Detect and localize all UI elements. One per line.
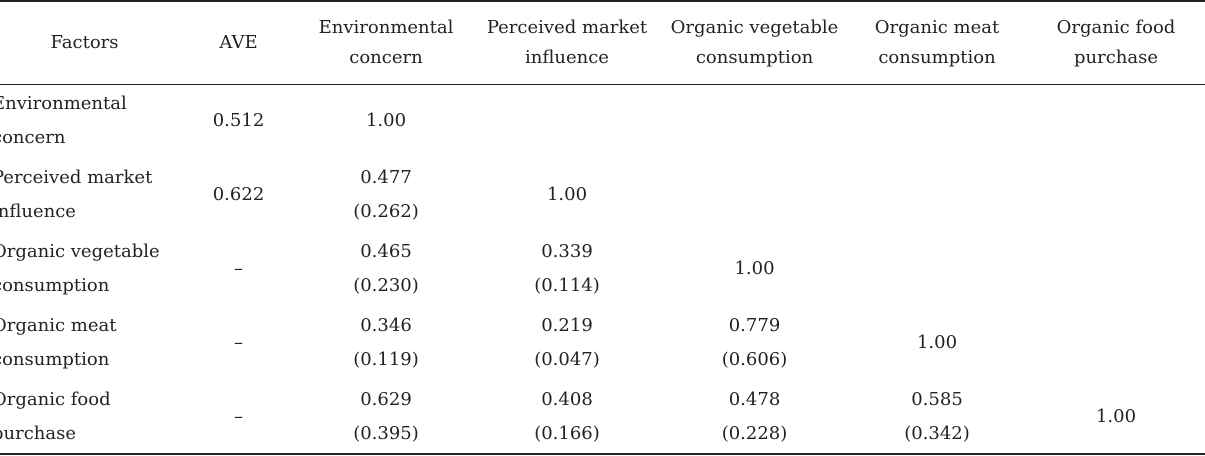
- correlation-value: 0.629: [360, 388, 412, 410]
- squared-correlation-value: (0.262): [353, 201, 419, 222]
- row-label: Organic vegetable consumption: [0, 232, 177, 306]
- correlation-cell: 0.629 (0.395): [300, 380, 472, 455]
- ave-value: 0.622: [212, 184, 265, 205]
- row-label-line: Environmental: [0, 93, 127, 115]
- squared-correlation-value: (0.395): [353, 422, 419, 444]
- row-label-line: Organic food: [0, 388, 111, 410]
- correlation-cell: 0.478 (0.228): [662, 380, 847, 455]
- row-label-line: Organic vegetable: [0, 241, 160, 262]
- correlation-cell: [1027, 158, 1205, 232]
- header-organic-meat-consumption: Organic meat consumption: [847, 0, 1027, 85]
- squared-correlation-value: (0.166): [534, 422, 600, 444]
- correlation-cell: 0.465 (0.230): [300, 232, 472, 306]
- correlation-cell: 1.00: [300, 84, 472, 158]
- header-organic-vegetable-consumption: Organic vegetable consumption: [662, 0, 847, 85]
- correlation-cell: 0.219 (0.047): [472, 306, 662, 380]
- correlation-value: 0.585: [911, 388, 963, 410]
- correlation-cell: 0.779 (0.606): [662, 306, 847, 380]
- row-label: Organic food purchase: [0, 380, 177, 455]
- correlation-value: 1.00: [1095, 405, 1137, 427]
- header-ave: AVE: [177, 0, 300, 85]
- header-line: influence: [525, 46, 609, 68]
- row-label-line: consumption: [0, 275, 110, 296]
- header-perceived-market-influence: Perceived market influence: [472, 0, 662, 85]
- squared-correlation-value: (0.114): [534, 275, 600, 296]
- header-line: Perceived market: [486, 16, 648, 38]
- correlation-value: 1.00: [734, 258, 775, 279]
- table-row-organic-vegetable-consumption: Organic vegetable consumption – 0.465 (0.230…: [0, 232, 1205, 306]
- header-line: Environmental: [318, 16, 454, 38]
- correlation-cell: 0.339 (0.114): [472, 232, 662, 306]
- correlation-value: 0.346: [360, 315, 412, 336]
- correlation-cell: 1.00: [662, 232, 847, 306]
- header-line: Organic vegetable: [670, 16, 839, 38]
- correlation-value: 1.00: [365, 110, 407, 132]
- row-label-line: Organic meat: [0, 315, 117, 336]
- correlation-value: 0.478: [728, 388, 781, 410]
- correlation-cell: [662, 158, 847, 232]
- table-row-organic-food-purchase: Organic food purchase – 0.629 (0.395) 0.408 (0…: [0, 380, 1205, 455]
- correlation-value: 0.408: [541, 388, 593, 410]
- table-row-environmental-concern: Environmental concern 0.512 1.00: [0, 84, 1205, 158]
- row-label-line: concern: [0, 127, 66, 149]
- correlation-value: 0.477: [360, 167, 412, 188]
- correlation-value: 0.219: [541, 315, 593, 336]
- table-row-organic-meat-consumption: Organic meat consumption – 0.346 (0.119) 0.21…: [0, 306, 1205, 380]
- row-label: Perceived market influence: [0, 158, 177, 232]
- correlation-cell: [847, 84, 1027, 158]
- row-label-line: consumption: [0, 349, 110, 370]
- ave-value: –: [234, 258, 243, 279]
- row-label: Environmental concern: [0, 84, 177, 158]
- correlation-value: 0.779: [728, 315, 781, 336]
- correlation-value: 1.00: [916, 332, 958, 353]
- row-label-line: purchase: [0, 422, 77, 444]
- squared-correlation-value: (0.606): [721, 349, 788, 370]
- correlation-cell: [1027, 306, 1205, 380]
- ave-value: –: [234, 332, 243, 353]
- correlation-cell: 1.00: [847, 306, 1027, 380]
- header-row: Factors AVE Environmental concern Percei…: [0, 0, 1205, 85]
- correlation-value: 0.339: [541, 241, 593, 262]
- header-line: purchase: [1073, 46, 1158, 68]
- squared-correlation-value: (0.119): [353, 349, 419, 370]
- correlation-value: 1.00: [546, 184, 588, 205]
- header-line: consumption: [878, 46, 996, 68]
- correlation-cell: 0.346 (0.119): [300, 306, 472, 380]
- correlation-cell: 1.00: [472, 158, 662, 232]
- ave-value: –: [177, 380, 300, 455]
- squared-correlation-value: (0.230): [353, 275, 419, 296]
- correlation-cell: [847, 232, 1027, 306]
- header-line: Organic meat: [874, 16, 1000, 38]
- header-organic-food-purchase: Organic food purchase: [1027, 0, 1205, 85]
- header-line: consumption: [695, 46, 814, 68]
- correlation-cell: [472, 84, 662, 158]
- ave-value: 0.512: [212, 110, 265, 132]
- row-label: Organic meat consumption: [0, 306, 177, 380]
- correlation-cell: 0.585 (0.342): [847, 380, 1027, 455]
- correlation-cell: [847, 158, 1027, 232]
- squared-correlation-value: (0.342): [904, 422, 970, 444]
- header-line: Organic food: [1056, 16, 1176, 38]
- correlation-cell: 1.00: [1027, 380, 1205, 455]
- correlation-value: 0.465: [360, 241, 412, 262]
- row-label-line: Perceived market: [0, 167, 153, 188]
- header-line: concern: [349, 46, 423, 68]
- header-environmental-concern: Environmental concern: [300, 0, 472, 85]
- correlation-cell: [1027, 84, 1205, 158]
- squared-correlation-value: (0.228): [721, 422, 788, 444]
- correlation-cell: 0.477 (0.262): [300, 158, 472, 232]
- squared-correlation-value: (0.047): [534, 349, 600, 370]
- correlation-cell: [662, 84, 847, 158]
- correlation-cell: 0.408 (0.166): [472, 380, 662, 455]
- table-row-perceived-market-influence: Perceived market influence 0.622 0.477 (0.26…: [0, 158, 1205, 232]
- header-factors: Factors: [0, 0, 177, 85]
- row-label-line: influence: [0, 201, 76, 222]
- correlation-cell: [1027, 232, 1205, 306]
